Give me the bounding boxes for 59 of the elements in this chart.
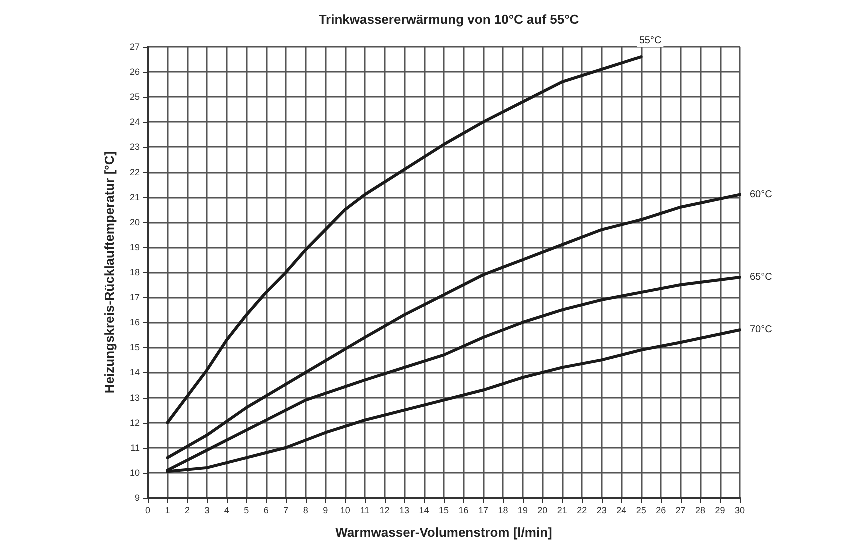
y-tick-label: 24	[130, 117, 140, 128]
line-series	[166, 56, 643, 424]
x-tick-label: 15	[438, 506, 450, 516]
x-axis-title: Warmwasser-Volumenstrom [l/min]	[336, 525, 552, 540]
x-tick-label: 30	[734, 506, 746, 516]
x-tick-label: 12	[380, 506, 390, 516]
y-tick-label: 20	[130, 217, 140, 228]
y-tick-label: 9	[134, 493, 140, 503]
x-tick-label: 4	[224, 506, 230, 516]
y-tick-label: 25	[130, 92, 140, 102]
y-tick-label: 12	[130, 418, 140, 428]
x-tick-label: 17	[478, 506, 488, 516]
y-tick-label: 26	[130, 67, 140, 78]
y-tick-label: 18	[130, 268, 140, 278]
y-tick-label: 21	[130, 192, 140, 202]
x-tick-label: 13	[400, 506, 410, 516]
x-tick-label: 23	[596, 506, 607, 516]
y-tick-label: 14	[130, 368, 140, 378]
x-tick-label: 14	[419, 506, 430, 516]
series-label: 60°C	[750, 189, 772, 200]
x-tick-label: 2	[184, 506, 190, 516]
x-tick-label: 16	[458, 506, 469, 516]
x-tick-label: 1	[165, 506, 170, 516]
x-tick-label: 6	[264, 506, 269, 516]
series-label: 70°C	[750, 324, 772, 336]
x-tick-label: 8	[303, 506, 308, 516]
x-tick-label: 29	[715, 506, 726, 516]
series-label: 55°C	[639, 36, 662, 47]
x-tick-label: 18	[498, 506, 508, 516]
y-tick-label: 27	[130, 42, 140, 52]
x-tick-label: 19	[518, 506, 528, 516]
chart-title: Trinkwassererwärmung von 10°C auf 55°C	[318, 12, 580, 27]
y-tick-label: 17	[130, 292, 140, 303]
y-tick-label: 11	[130, 442, 140, 453]
y-tick-label: 22	[130, 167, 140, 178]
y-axis-title: Heizungskreis-Rücklauftemperatur [°C]	[102, 151, 117, 394]
x-tick-label: 7	[284, 506, 289, 516]
x-tick-label: 3	[204, 506, 210, 516]
x-tick-label: 28	[696, 506, 706, 516]
y-tick-label: 16	[130, 318, 140, 328]
y-tick-label: 10	[130, 468, 140, 478]
x-tick-label: 27	[676, 506, 686, 516]
x-tick-label: 24	[616, 506, 627, 516]
y-tick-label: 13	[130, 392, 140, 403]
series-label: 65°C	[750, 272, 772, 284]
y-tick-label: 19	[130, 242, 140, 252]
x-tick-label: 20	[538, 506, 548, 516]
x-tick-label: 26	[656, 506, 666, 516]
x-tick-label: 21	[557, 506, 568, 516]
x-tick-label: 9	[323, 506, 328, 516]
line-series	[166, 193, 742, 460]
x-tick-label: 22	[577, 506, 588, 516]
y-tick-label: 23	[130, 142, 140, 152]
y-tick-label: 15	[130, 342, 140, 353]
x-tick-label: 0	[145, 506, 151, 516]
x-tick-label: 25	[636, 506, 646, 516]
x-tick-label: 5	[244, 506, 250, 516]
x-tick-label: 11	[360, 506, 370, 516]
x-tick-label: 10	[340, 506, 350, 516]
